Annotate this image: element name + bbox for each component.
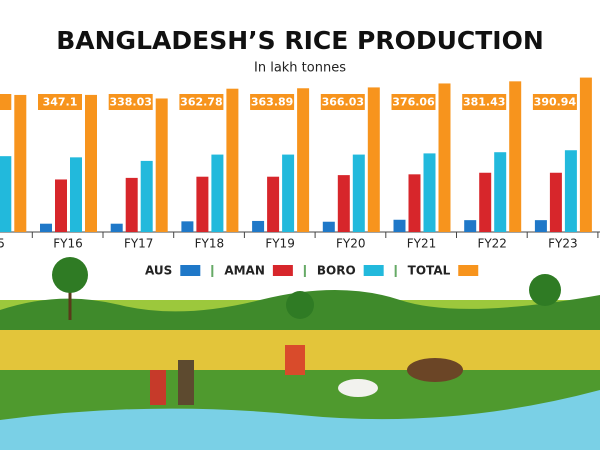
x-tick-label: FY20	[336, 237, 366, 251]
bar	[393, 219, 406, 232]
bar	[549, 172, 562, 232]
x-tick-label: FY18	[195, 237, 225, 251]
bar	[579, 77, 592, 232]
value-label: 347.1	[43, 96, 78, 109]
x-tick-label: FY22	[477, 237, 507, 251]
bar	[282, 154, 295, 232]
chart-subtitle: In lakh tonnes	[254, 61, 346, 76]
bar	[322, 221, 335, 232]
bar	[55, 179, 67, 232]
legend-label: AMAN	[224, 264, 265, 278]
x-tick-label: FY16	[53, 237, 83, 251]
bar	[367, 87, 380, 232]
legend-label: BORO	[317, 264, 356, 278]
value-label-box	[320, 94, 365, 110]
x-tick-label: FY23	[548, 237, 578, 251]
value-label-box	[0, 94, 12, 110]
legend-swatch	[363, 265, 384, 276]
value-label: 362.78	[180, 96, 222, 109]
plot: 15 347 FY16 347.1 FY17 338.03 FY18 362.78 FY19 36…	[0, 77, 600, 251]
legend-label: TOTAL	[408, 264, 451, 278]
bar	[181, 221, 194, 232]
legend-swatch	[272, 265, 293, 276]
bar	[564, 150, 577, 232]
value-label-box	[108, 94, 153, 110]
legend-swatch	[180, 265, 201, 276]
legend-swatch	[458, 265, 479, 276]
value-label: 366.03	[322, 96, 364, 109]
bar	[494, 152, 507, 232]
bar	[423, 153, 436, 232]
x-tick-label: FY21	[407, 237, 437, 251]
value-label-box	[250, 94, 295, 110]
bar	[211, 154, 224, 232]
value-label: 376.06	[392, 96, 435, 109]
bar	[155, 98, 168, 232]
bar	[196, 176, 209, 232]
illustration	[0, 257, 600, 450]
bar	[408, 174, 421, 232]
bar	[40, 223, 52, 232]
x-tick-label: 15	[0, 237, 5, 251]
bar	[0, 156, 12, 232]
bar	[85, 94, 97, 232]
bar	[509, 81, 522, 233]
bar	[352, 154, 365, 232]
value-label: 363.89	[251, 96, 293, 109]
value-label: 338.03	[109, 96, 151, 109]
bar	[140, 160, 153, 232]
value-label-box	[179, 94, 224, 110]
legend: AUS AMAN BORO TOTAL	[145, 264, 479, 278]
bar	[534, 220, 547, 232]
bar	[252, 220, 265, 232]
value-label-box	[532, 94, 577, 110]
value-label-box	[391, 94, 436, 110]
chart-title: BANGLADESH’S RICE PRODUCTION	[56, 26, 544, 55]
bar	[267, 176, 280, 232]
value-label: 381.43	[463, 96, 505, 109]
value-label-box	[38, 94, 82, 110]
bar	[125, 177, 138, 232]
x-tick-label: FY19	[265, 237, 295, 251]
value-label-box	[462, 94, 507, 110]
bar	[14, 94, 27, 232]
bar	[70, 157, 82, 232]
bar	[226, 88, 239, 232]
value-label: 347	[0, 96, 1, 109]
bar	[297, 88, 310, 232]
bar	[337, 175, 350, 232]
value-label: 390.94	[534, 96, 577, 109]
bar	[438, 83, 451, 232]
x-tick-label: FY17	[124, 237, 154, 251]
bar	[110, 223, 123, 232]
bar	[464, 220, 477, 232]
bar	[479, 172, 492, 232]
legend-label: AUS	[145, 264, 172, 278]
